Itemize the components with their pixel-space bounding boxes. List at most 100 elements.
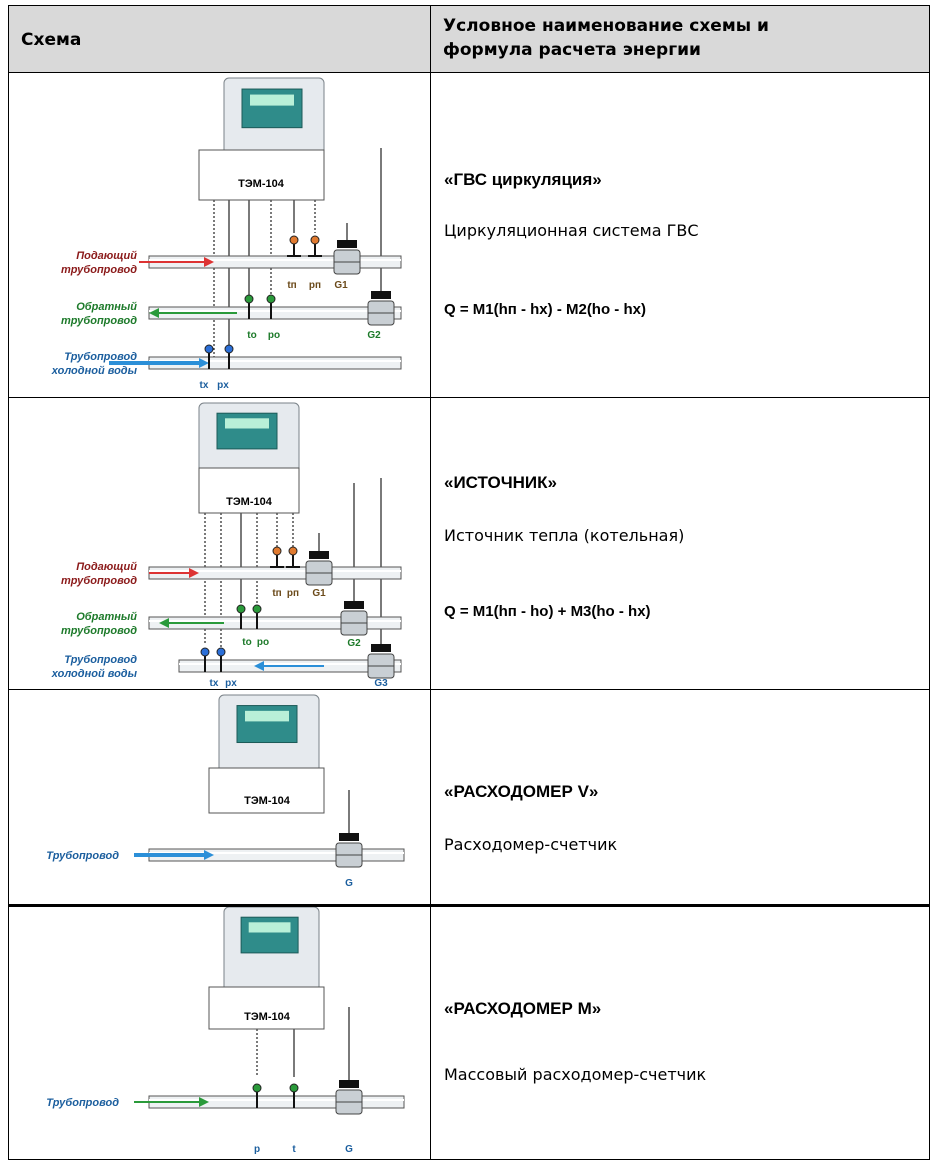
sensor-label: G1 — [312, 588, 326, 599]
sensor-head — [244, 294, 254, 304]
sensor-label: pо — [257, 637, 269, 648]
flow-arrow-head — [149, 308, 159, 318]
sensor-label: pх — [217, 380, 229, 391]
scheme-description: Источник тепла (котельная) — [444, 526, 685, 545]
sensor-head — [252, 604, 262, 614]
energy-formula: Q = M1(hп - hо) + M3(hо - hх) — [444, 603, 651, 620]
scheme-description: Массовый расходомер-счетчик — [444, 1065, 707, 1084]
sensor-label: tх — [210, 678, 219, 689]
sensor-label: G1 — [334, 280, 348, 291]
flowmeter-head — [339, 833, 359, 841]
sensor-head — [252, 1083, 262, 1093]
flowmeter-head — [371, 644, 391, 652]
scheme-description: Расходомер-счетчик — [444, 835, 618, 854]
sensor-label: pх — [225, 678, 237, 689]
header-col2: Условное наименование схемы и формула ра… — [443, 14, 769, 62]
pipe-label: холодной воды — [51, 365, 138, 377]
pipe-label: Подающий — [76, 561, 137, 573]
device-screen — [245, 710, 289, 722]
sensor-label: G2 — [347, 638, 361, 649]
sensor-head — [310, 235, 320, 245]
sensor-label: tп — [272, 588, 281, 599]
sensor-head — [289, 1083, 299, 1093]
pipe-label: трубопровод — [61, 625, 137, 637]
sensor-head — [224, 344, 234, 354]
sensor-label: pп — [287, 588, 299, 599]
pipe-label: Обратный — [76, 611, 137, 623]
sensor-label: G2 — [367, 330, 381, 341]
header-col1: Схема — [21, 30, 82, 50]
device-label-box — [198, 149, 325, 201]
description-cell: «РАСХОДОМЕР V» Расходомер-счетчик — [430, 690, 930, 905]
sensor-head — [272, 546, 282, 556]
scheme-name: «ГВС циркуляция» — [444, 170, 602, 189]
header-line: Условное наименование схемы и — [443, 16, 769, 36]
sensor-label: G — [345, 878, 353, 889]
sensor-label: t — [292, 1144, 296, 1155]
scheme-name: «ИСТОЧНИК» — [444, 473, 557, 492]
device-screen — [225, 418, 269, 429]
scheme-description: Циркуляционная система ГВС — [444, 221, 699, 240]
description-cell: «ИСТОЧНИК» Источник тепла (котельная) Q = … — [430, 398, 930, 690]
energy-formula: Q = M1(hп - hх) - M2(hо - hх) — [444, 301, 646, 318]
description-cell: «ГВС циркуляция» Циркуляционная система Г… — [430, 73, 930, 398]
device-screen — [248, 922, 291, 933]
sensor-head — [200, 647, 210, 657]
schema-cell: ТЭМ-104 Подающий трубопровод Обратный трубоп… — [8, 398, 431, 690]
sensor-label: pп — [309, 280, 321, 291]
sensor-label: tо — [242, 637, 251, 648]
pipe-label: Трубопровод — [64, 654, 137, 666]
sensor-label: pо — [268, 330, 280, 341]
schema-diagram: ТЭМ-104 Подающий трубопровод Обратный трубоп… — [51, 77, 402, 391]
device-name: ТЭМ-104 — [226, 496, 273, 508]
header-cell: Условное наименование схемы и формула ра… — [430, 5, 930, 73]
pipe-label: Трубопровод — [64, 351, 137, 363]
device-label-box — [208, 986, 325, 1030]
flowmeter-head — [371, 291, 391, 299]
schema-cell: ТЭМ-104 Трубопровод p t G — [8, 905, 431, 1160]
flow-arrow-head — [159, 618, 169, 628]
device-name: ТЭМ-104 — [238, 178, 285, 190]
device-name: ТЭМ-104 — [244, 1011, 291, 1023]
device-label-box — [208, 767, 325, 814]
device-screen — [250, 94, 294, 106]
sensor-head — [236, 604, 246, 614]
sensor-label: tо — [247, 330, 256, 341]
flow-arrow-head — [204, 850, 214, 860]
device-label-box — [198, 467, 300, 514]
description-cell: «РАСХОДОМЕР М» Массовый расходомер-счетчи… — [430, 905, 930, 1160]
sensor-head — [288, 546, 298, 556]
scheme-name: «РАСХОДОМЕР V» — [444, 782, 599, 801]
sensor-head — [216, 647, 226, 657]
pipe-label: трубопровод — [61, 575, 137, 587]
schema-diagram: ТЭМ-104 Подающий трубопровод Обратный трубоп… — [51, 402, 402, 689]
flow-arrow-head — [254, 661, 264, 671]
pipe-label: трубопровод — [61, 264, 137, 276]
flow-arrow-head — [199, 1097, 209, 1107]
pipe-label: Трубопровод — [46, 850, 119, 862]
pipe-label: Обратный — [76, 301, 137, 313]
schema-diagram: ТЭМ-104 Трубопровод p t G — [46, 907, 405, 1155]
scheme-name: «РАСХОДОМЕР М» — [444, 999, 602, 1018]
pipe-label: трубопровод — [61, 315, 137, 327]
schema-cell: ТЭМ-104 Трубопровод G — [8, 690, 431, 905]
sensor-head — [204, 344, 214, 354]
flowmeter-head — [337, 240, 357, 248]
flowmeter-head — [339, 1080, 359, 1088]
flowmeter-head — [344, 601, 364, 609]
flowmeter-head — [309, 551, 329, 559]
schema-cell: ТЭМ-104 Подающий трубопровод Обратный трубоп… — [8, 73, 431, 398]
sensor-label: tп — [287, 280, 296, 291]
sensor-label: p — [254, 1144, 260, 1155]
flow-arrow-head — [189, 568, 199, 578]
pipe-label: Трубопровод — [46, 1097, 119, 1109]
sensor-label: G — [345, 1144, 353, 1155]
sensor-label: G3 — [374, 678, 388, 689]
sensor-head — [266, 294, 276, 304]
header-cell: Схема — [8, 5, 431, 73]
pipe-label: Подающий — [76, 250, 137, 262]
flow-arrow-head — [204, 257, 214, 267]
schema-diagram: ТЭМ-104 Трубопровод G — [46, 694, 405, 889]
device-name: ТЭМ-104 — [244, 795, 291, 807]
